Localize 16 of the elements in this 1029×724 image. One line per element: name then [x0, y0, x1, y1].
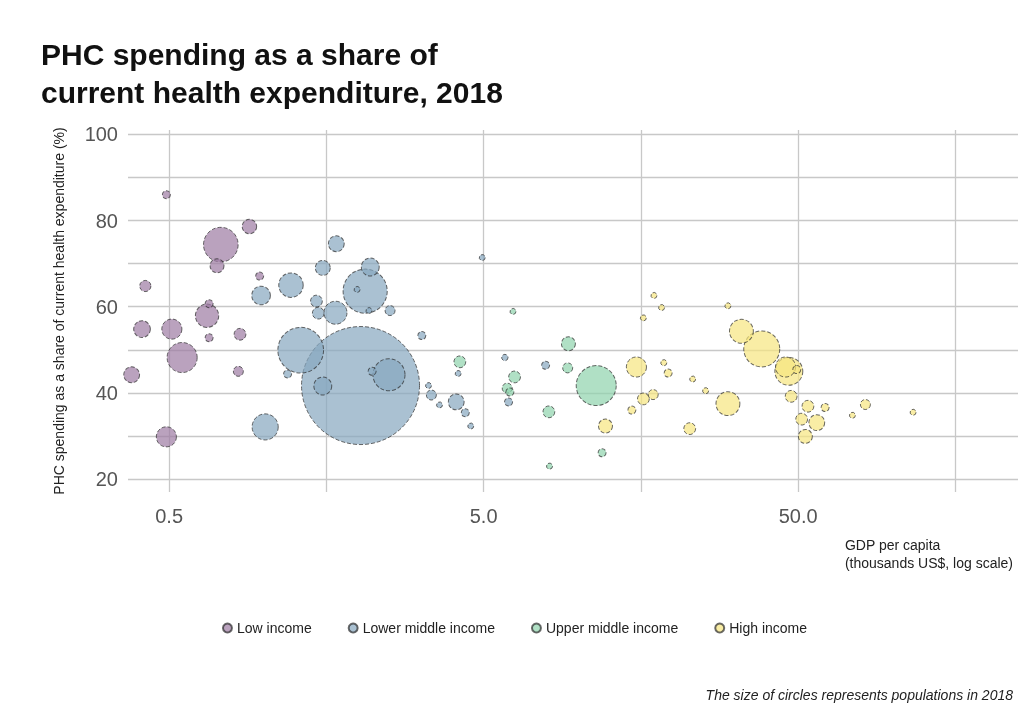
- x-tick-label: 50.0: [778, 505, 818, 527]
- y-axis-title: PHC spending as a share of current health expenditure (%): [51, 127, 67, 495]
- text: The size of circles represents populations in 2018: [705, 687, 1014, 703]
- y-tick-label: 60: [95, 295, 118, 318]
- chart-title: PHC spending as a share of current health expenditure, 2018: [41, 37, 503, 109]
- x-tick-label: 0.5: [155, 505, 184, 527]
- y-tick-label: 80: [95, 209, 118, 232]
- legend-label: High income: [729, 620, 808, 636]
- x-axis-title: GDP per capita (thousands US$, log scale): [844, 537, 1013, 571]
- legend-label: Lower middle income: [362, 620, 496, 636]
- y-tick-label: 40: [95, 381, 118, 404]
- y-tick-label: 100: [84, 123, 118, 146]
- legend-label: Low income: [236, 620, 312, 636]
- legend-label: Upper middle income: [545, 620, 679, 636]
- y-tick-label: 20: [95, 468, 118, 491]
- x-tick-label: 5.0: [469, 505, 498, 527]
